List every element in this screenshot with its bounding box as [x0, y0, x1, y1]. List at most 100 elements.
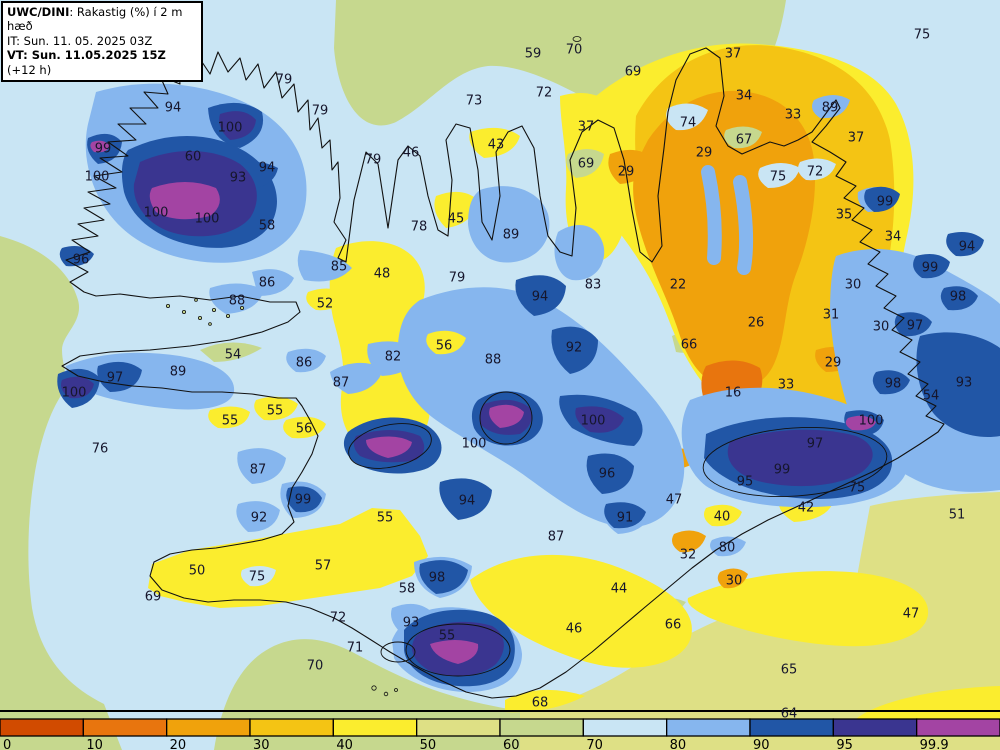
- map-value-label: 80: [719, 541, 736, 556]
- field-purple100: [90, 140, 876, 664]
- map-value-label: 75: [849, 481, 866, 496]
- map-value-label: 99: [95, 142, 112, 157]
- title-line-valid: VT: Sun. 11.05.2025 15Z (+12 h): [7, 48, 166, 77]
- map-value-label: 55: [222, 414, 239, 429]
- map-value-label: 100: [462, 437, 487, 452]
- map-value-label: 52: [317, 297, 334, 312]
- colorbar-tick-label: 90: [753, 738, 770, 750]
- map-value-label: 40: [714, 510, 731, 525]
- map-value-label: 78: [411, 220, 428, 235]
- map-value-label: 73: [466, 94, 483, 109]
- colorbar-cell: [332, 718, 418, 737]
- colorbar-cell: [249, 718, 334, 737]
- map-value-label: 58: [259, 219, 276, 234]
- map-value-label: 94: [259, 161, 276, 176]
- map-value-label: 70: [566, 43, 583, 58]
- map-value-label: 75: [770, 170, 787, 185]
- colorbar-tick-label: 99.9: [920, 738, 949, 750]
- map-value-label: 68: [532, 696, 549, 711]
- map-value-label: 34: [736, 89, 753, 104]
- map-value-label: 100: [62, 386, 87, 401]
- colorbar-tick-label: 40: [336, 738, 353, 750]
- map-value-label: 87: [250, 463, 267, 478]
- map-value-label: 89: [170, 365, 187, 380]
- map-value-label: 54: [225, 348, 242, 363]
- map-value-label: 29: [696, 146, 713, 161]
- map-value-label: 71: [347, 641, 364, 656]
- map-value-label: 86: [296, 356, 313, 371]
- map-value-label: 16: [725, 386, 742, 401]
- map-value-label: 66: [681, 338, 698, 353]
- map-value-label: 45: [448, 212, 465, 227]
- map-value-label: 47: [903, 607, 920, 622]
- colorbar-tick-label: 0: [3, 738, 11, 750]
- map-value-label: 55: [439, 629, 456, 644]
- map-value-label: 66: [665, 618, 682, 633]
- map-value-label: 58: [399, 582, 416, 597]
- map-value-label: 85: [331, 260, 348, 275]
- map-value-label: 99: [922, 261, 939, 276]
- map-value-label: 92: [251, 511, 268, 526]
- map-value-label: 44: [611, 582, 628, 597]
- map-value-label: 79: [276, 73, 293, 88]
- map-value-label: 67: [736, 133, 753, 148]
- map-value-label: 99: [774, 463, 791, 478]
- map-frame-line: [0, 710, 1000, 712]
- map-value-label: 56: [296, 422, 313, 437]
- colorbar-tick-label: 95: [836, 738, 853, 750]
- map-value-label: 96: [73, 253, 90, 268]
- map-value-label: 60: [185, 150, 202, 165]
- map-value-label: 91: [617, 511, 634, 526]
- map-value-label: 94: [459, 494, 476, 509]
- map-value-label: 98: [885, 377, 902, 392]
- map-value-label: 65: [781, 663, 798, 678]
- colorbar-tick-label: 60: [503, 738, 520, 750]
- map-value-label: 30: [726, 574, 743, 589]
- map-value-label: 100: [859, 414, 884, 429]
- colorbar-cell: [499, 718, 584, 737]
- colorbar-tick-label: 70: [586, 738, 603, 750]
- map-value-label: 43: [488, 138, 505, 153]
- colorbar-tick-label: 80: [670, 738, 687, 750]
- map-value-label: 57: [315, 559, 332, 574]
- map-value-label: 59: [525, 47, 542, 62]
- map-value-label: 93: [230, 171, 247, 186]
- map-value-label: 37: [848, 131, 865, 146]
- glacier-outlines: [348, 391, 888, 677]
- map-value-label: 93: [956, 376, 973, 391]
- map-value-label: 54: [923, 389, 940, 404]
- map-value-label: 100: [144, 206, 169, 221]
- map-value-label: 75: [249, 570, 266, 585]
- map-value-label: 42: [798, 501, 815, 516]
- map-value-label: 64: [781, 707, 798, 722]
- map-value-label: 76: [92, 442, 109, 457]
- map-value-label: 82: [385, 350, 402, 365]
- map-value-label: 69: [625, 65, 642, 80]
- map-value-label: 72: [807, 165, 824, 180]
- map-value-label: 98: [429, 571, 446, 586]
- map-value-label: 46: [403, 146, 420, 161]
- map-value-label: 95: [737, 475, 754, 490]
- map-value-label: 87: [548, 530, 565, 545]
- islands: [165, 36, 582, 697]
- map-value-label: 92: [566, 341, 583, 356]
- colorbar-cell: [666, 718, 751, 737]
- map-value-label: 99: [295, 493, 312, 508]
- map-value-label: 31: [823, 308, 840, 323]
- map-value-label: 22: [670, 278, 687, 293]
- colorbar-cell: [832, 718, 918, 737]
- colorbar-tick-label: 10: [86, 738, 103, 750]
- map-value-label: 72: [536, 86, 553, 101]
- title-box: UWC/DINI: Rakastig (%) í 2 m hæð IT: Sun…: [1, 1, 203, 82]
- map-value-label: 30: [873, 320, 890, 335]
- colorbar-cell: [416, 718, 501, 737]
- map-value-label: 94: [959, 240, 976, 255]
- map-value-label: 75: [914, 28, 931, 43]
- map-value-label: 74: [680, 116, 697, 131]
- map-value-label: 29: [618, 165, 635, 180]
- field-patches: [241, 86, 876, 587]
- map-value-label: 48: [374, 267, 391, 282]
- map-value-label: 83: [585, 278, 602, 293]
